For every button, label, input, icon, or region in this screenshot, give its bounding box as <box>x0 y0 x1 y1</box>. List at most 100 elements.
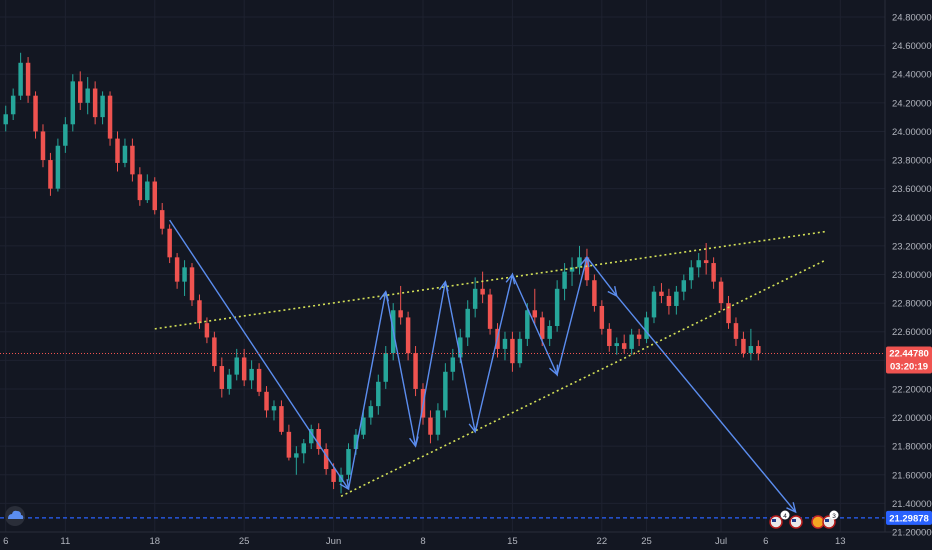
candle-body <box>316 429 321 450</box>
candle-body <box>294 453 299 458</box>
candle <box>636 328 642 347</box>
candle-body <box>197 300 202 324</box>
candle-body <box>256 368 262 392</box>
candle-body <box>614 343 619 347</box>
candle-body <box>353 434 359 450</box>
candle <box>159 202 165 235</box>
candle <box>562 263 567 301</box>
candle-body <box>569 267 575 272</box>
candle <box>487 288 493 335</box>
price-tick-label: 21.60000 <box>892 470 932 481</box>
price-tick-label: 22.00000 <box>892 413 932 424</box>
candle-body <box>189 267 195 301</box>
arrow-head <box>468 422 479 434</box>
current-price-label: 22.44780 <box>889 348 929 359</box>
candle-body <box>219 366 225 389</box>
candle-body <box>323 449 329 470</box>
candle <box>666 288 672 315</box>
price-tick-label: 22.20000 <box>892 384 932 395</box>
arrow-head <box>409 436 419 448</box>
candle <box>577 245 582 275</box>
candle-body <box>145 181 150 201</box>
event-count-badge[interactable]: 3 <box>829 510 839 521</box>
candle <box>592 274 597 312</box>
candle <box>33 91 38 139</box>
arrow-head <box>505 272 516 285</box>
candle <box>376 374 381 415</box>
candle-body <box>748 346 754 354</box>
candle-body <box>40 131 46 161</box>
price-tick-label: 21.20000 <box>892 528 932 539</box>
candle <box>346 443 351 481</box>
time-tick-label: 13 <box>835 536 846 547</box>
candle <box>413 346 418 397</box>
candle-body <box>480 288 485 295</box>
candle <box>607 323 612 352</box>
candle <box>368 400 374 425</box>
price-tick-label: 24.20000 <box>892 98 932 109</box>
candle <box>584 248 590 286</box>
candle <box>55 138 61 192</box>
us-flag-icon[interactable] <box>789 515 803 529</box>
candle <box>517 331 523 368</box>
time-axis[interactable]: 6 11 18 25 Jun 8 15 22 25 Jul 6 13 <box>3 536 846 547</box>
candle-body <box>159 210 165 229</box>
candle <box>614 337 619 355</box>
price-tick-label: 24.80000 <box>892 13 932 24</box>
candle-body <box>286 431 292 458</box>
candle-body <box>271 406 277 411</box>
candle <box>249 360 254 389</box>
candle-body <box>592 280 597 306</box>
arrow-head <box>379 290 390 302</box>
candle <box>3 105 8 132</box>
price-tick-label: 24.40000 <box>892 70 932 81</box>
price-tick-label: 23.00000 <box>892 270 932 281</box>
us-flag-icon[interactable] <box>769 515 783 529</box>
candle-body <box>607 328 612 347</box>
candle <box>25 57 31 103</box>
candle-body <box>666 295 672 306</box>
current-price-tag: 22.44780 03:20:19 <box>886 346 932 374</box>
candle-body <box>517 338 523 364</box>
candle <box>569 257 575 286</box>
candle-body <box>398 310 403 318</box>
candle <box>428 410 433 444</box>
candle <box>465 300 470 347</box>
candle <box>174 253 180 289</box>
candle-body <box>55 145 61 189</box>
candle <box>450 348 456 381</box>
event-count-badge[interactable]: 4 <box>780 510 790 521</box>
candle-body <box>703 260 709 264</box>
candle <box>204 317 210 344</box>
candle <box>316 423 321 455</box>
arrow-head <box>549 364 559 377</box>
candle <box>264 386 269 418</box>
de-flag-icon[interactable] <box>811 515 825 529</box>
candle <box>18 52 23 100</box>
candle <box>309 424 314 450</box>
candle-body <box>212 337 217 367</box>
economic-events[interactable]: 4 3 <box>769 510 839 529</box>
candle-body <box>137 174 143 201</box>
candle <box>115 131 120 172</box>
candle <box>621 334 627 354</box>
candle <box>122 138 128 168</box>
candle <box>703 243 709 275</box>
candle-body <box>33 95 38 132</box>
cloud-icon[interactable] <box>5 506 25 526</box>
candle <box>219 357 225 398</box>
candle <box>547 320 552 347</box>
candle-body <box>249 368 254 381</box>
candle <box>681 274 687 301</box>
candle-body <box>122 145 128 163</box>
candle <box>644 311 649 344</box>
candle-body <box>405 317 411 354</box>
candle-body <box>10 95 16 115</box>
candle <box>689 260 694 289</box>
candle <box>733 317 739 347</box>
candle-body <box>309 429 314 444</box>
candle-body <box>547 326 552 339</box>
candle <box>130 138 135 182</box>
candle-body <box>487 294 493 329</box>
